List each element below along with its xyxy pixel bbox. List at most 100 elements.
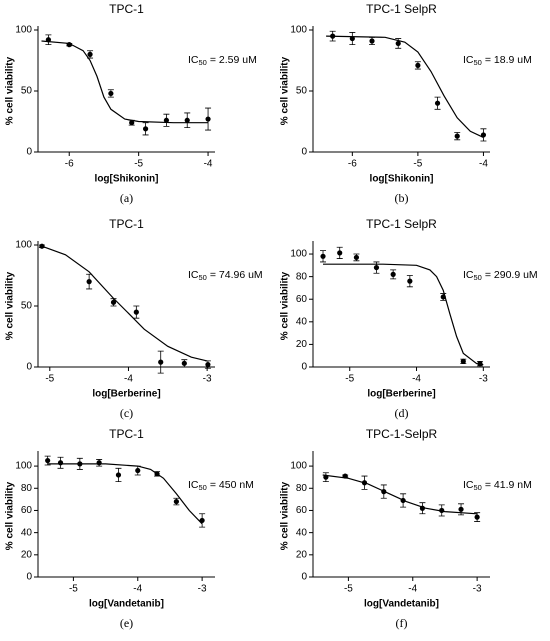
data-point — [205, 361, 211, 368]
data-point — [135, 467, 141, 474]
ic50-value: = 2.59 uM — [210, 54, 257, 66]
x-axis-label: log[Shikonin] — [370, 174, 434, 185]
x-axis-label: log[Vandetanib] — [364, 599, 439, 610]
y-tick-label: 20 — [21, 549, 33, 560]
y-tick-label: 20 — [296, 549, 308, 560]
x-tick-label: -6 — [348, 159, 357, 170]
data-point — [181, 360, 187, 366]
panel: TPC-1 0 50 100 -6 -5 -4 log[Shikonin] % cell via… — [5, 2, 257, 205]
ic50-value: = 450 nM — [210, 479, 254, 491]
y-tick-label: 40 — [21, 527, 33, 538]
data-point — [77, 461, 83, 467]
ic50-annotation: IC50 = 290.9 uM — [463, 269, 538, 282]
panel: TPC-1 SelpR 0 20 40 60 80 100 -5 -4 -3 log[Berberi… — [280, 217, 538, 420]
y-tick-label: 50 — [21, 86, 33, 97]
fit-curve — [47, 463, 203, 525]
data-point — [87, 51, 93, 58]
x-axis-label: log[Vandetanib] — [89, 599, 164, 610]
y-tick-label: 60 — [296, 294, 308, 305]
data-point — [45, 457, 51, 464]
ic50-prefix: IC — [463, 269, 474, 281]
data-point — [454, 133, 460, 139]
data-point — [163, 117, 170, 123]
data-point — [373, 264, 380, 271]
fit-curve — [41, 40, 209, 124]
fit-curve — [326, 35, 484, 138]
data-point — [323, 474, 329, 480]
data-point — [320, 253, 326, 259]
ic50-subscript: 50 — [474, 58, 482, 67]
ic50-subscript: 50 — [474, 483, 482, 492]
ic50-annotation: IC50 = 74.96 uM — [188, 269, 263, 282]
data-point — [57, 460, 64, 466]
x-tick-label: -5 — [413, 159, 422, 170]
panel: TPC-1 SelpR 0 50 100 -6 -5 -4 log[Shikonin] % ce… — [280, 2, 532, 205]
data-point — [115, 472, 122, 478]
y-axis-label: % cell viability — [280, 271, 291, 340]
data-point — [407, 278, 413, 284]
panel-caption: (f) — [396, 616, 408, 630]
ic50-value: = 18.9 uM — [485, 54, 532, 66]
data-point — [440, 294, 446, 300]
ic50-prefix: IC — [188, 54, 199, 66]
x-tick-label: -3 — [473, 584, 482, 595]
x-tick-label: -4 — [204, 159, 213, 170]
y-axis-label: % cell viability — [5, 271, 16, 340]
chart-title: TPC-1 — [109, 217, 144, 231]
data-point — [110, 299, 117, 305]
data-point — [381, 489, 387, 495]
data-point — [133, 309, 139, 315]
ic50-value: = 74.96 uM — [210, 269, 263, 281]
data-point — [395, 40, 401, 47]
x-axis-label: log[Shikonin] — [95, 174, 159, 185]
data-point — [439, 507, 445, 514]
x-tick-label: -4 — [133, 584, 142, 595]
y-tick-label: 80 — [296, 271, 308, 282]
y-tick-label: 80 — [21, 483, 33, 494]
y-tick-label: 0 — [301, 572, 307, 583]
y-tick-label: 100 — [15, 240, 32, 251]
data-point — [205, 116, 211, 122]
panel-caption: (d) — [395, 406, 409, 420]
ic50-prefix: IC — [188, 269, 199, 281]
chart-title: TPC-1 — [109, 427, 144, 441]
data-point — [330, 33, 336, 39]
y-tick-label: 0 — [26, 572, 32, 583]
y-tick-label: 100 — [290, 25, 307, 36]
ic50-value: = 290.9 uM — [485, 269, 538, 281]
data-point — [154, 471, 160, 477]
x-axis-label: log[Berberine] — [92, 389, 160, 400]
ic50-prefix: IC — [188, 479, 199, 491]
y-tick-label: 100 — [15, 461, 32, 472]
data-point — [45, 37, 52, 43]
data-point — [173, 498, 179, 505]
ic50-subscript: 50 — [474, 273, 482, 282]
x-tick-label: -5 — [344, 584, 353, 595]
x-tick-label: -5 — [345, 374, 354, 385]
ic50-subscript: 50 — [199, 483, 207, 492]
data-point — [86, 279, 92, 285]
y-tick-label: 80 — [296, 483, 308, 494]
data-point — [337, 250, 343, 256]
y-tick-label: 100 — [290, 461, 307, 472]
data-point — [474, 514, 480, 520]
x-tick-label: -3 — [479, 374, 488, 385]
panel-caption: (a) — [120, 191, 133, 205]
y-tick-label: 20 — [296, 339, 308, 350]
x-tick-label: -6 — [65, 159, 74, 170]
data-point — [199, 517, 205, 524]
data-point — [458, 506, 464, 512]
y-tick-label: 50 — [21, 301, 33, 312]
x-tick-label: -4 — [408, 584, 417, 595]
chart-title: TPC-1 SelpR — [366, 217, 437, 231]
y-tick-label: 0 — [26, 362, 32, 373]
data-point — [66, 42, 72, 48]
ic50-value: = 41.9 nM — [485, 479, 532, 491]
ic50-annotation: IC50 = 2.59 uM — [188, 54, 257, 67]
data-point — [400, 497, 406, 504]
x-tick-label: -3 — [198, 584, 207, 595]
y-tick-label: 0 — [301, 147, 307, 158]
panel-caption: (b) — [395, 191, 409, 205]
ic50-annotation: IC50 = 41.9 nM — [463, 479, 532, 492]
